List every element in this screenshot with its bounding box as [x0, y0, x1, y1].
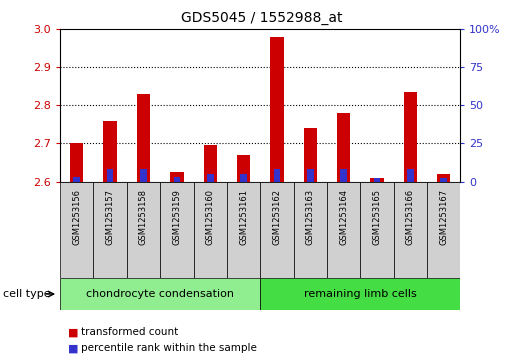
Text: remaining limb cells: remaining limb cells: [304, 289, 417, 299]
Text: GDS5045 / 1552988_at: GDS5045 / 1552988_at: [181, 11, 342, 25]
Bar: [373, 179, 380, 182]
Bar: [60, 182, 94, 278]
Bar: [360, 182, 393, 278]
Bar: [260, 182, 293, 278]
Bar: [407, 169, 414, 182]
Bar: [307, 169, 314, 182]
Bar: [73, 177, 80, 182]
Text: GSM1253165: GSM1253165: [372, 189, 381, 245]
Bar: [203, 145, 217, 182]
Text: GSM1253156: GSM1253156: [72, 189, 81, 245]
Bar: [60, 278, 260, 310]
Text: GSM1253159: GSM1253159: [173, 189, 181, 245]
Bar: [170, 172, 184, 182]
Bar: [394, 182, 427, 278]
Bar: [174, 177, 180, 182]
Text: GSM1253160: GSM1253160: [206, 189, 214, 245]
Text: GSM1253164: GSM1253164: [339, 189, 348, 245]
Bar: [274, 169, 280, 182]
Text: GSM1253158: GSM1253158: [139, 189, 148, 245]
Bar: [337, 113, 350, 182]
Bar: [137, 94, 150, 182]
Text: percentile rank within the sample: percentile rank within the sample: [81, 343, 257, 354]
Bar: [340, 169, 347, 182]
Bar: [127, 182, 160, 278]
Bar: [104, 121, 117, 182]
Text: ■: ■: [68, 327, 78, 337]
Text: GSM1253163: GSM1253163: [306, 189, 315, 245]
Bar: [207, 174, 213, 182]
Text: GSM1253161: GSM1253161: [239, 189, 248, 245]
Bar: [427, 182, 460, 278]
Bar: [303, 128, 317, 182]
Text: GSM1253166: GSM1253166: [406, 189, 415, 245]
Bar: [227, 182, 260, 278]
Bar: [70, 143, 84, 182]
Bar: [404, 92, 417, 182]
Text: cell type: cell type: [3, 289, 50, 299]
Text: GSM1253167: GSM1253167: [439, 189, 448, 245]
Text: GSM1253157: GSM1253157: [106, 189, 115, 245]
Bar: [293, 182, 327, 278]
Bar: [140, 169, 147, 182]
Text: ■: ■: [68, 343, 78, 354]
Text: GSM1253162: GSM1253162: [272, 189, 281, 245]
Bar: [94, 182, 127, 278]
Bar: [327, 182, 360, 278]
Bar: [440, 179, 447, 182]
Bar: [370, 179, 383, 182]
Text: transformed count: transformed count: [81, 327, 178, 337]
Bar: [270, 37, 283, 182]
Bar: [240, 174, 247, 182]
Bar: [160, 182, 194, 278]
Bar: [437, 174, 450, 182]
Bar: [260, 278, 460, 310]
Bar: [194, 182, 227, 278]
Bar: [237, 155, 250, 182]
Text: chondrocyte condensation: chondrocyte condensation: [86, 289, 234, 299]
Bar: [107, 169, 113, 182]
